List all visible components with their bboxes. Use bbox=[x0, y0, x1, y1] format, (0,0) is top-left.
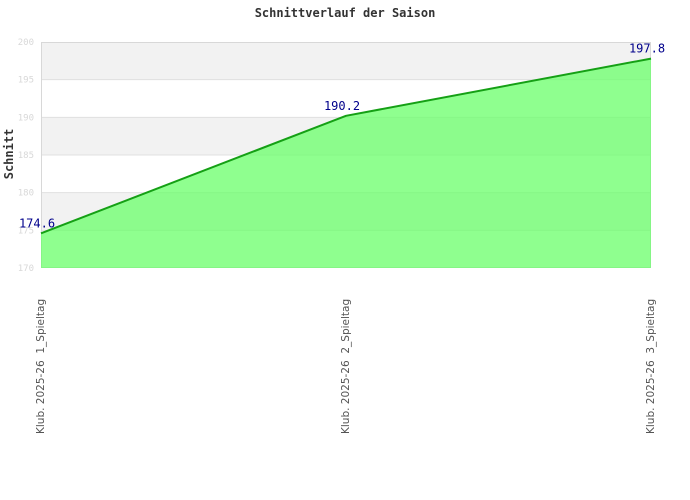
point-value-label: 174.6 bbox=[19, 216, 55, 230]
point-value-label: 190.2 bbox=[324, 99, 360, 113]
point-value-label: 197.8 bbox=[629, 42, 665, 56]
series-area bbox=[41, 58, 651, 268]
y-tick-label: 185 bbox=[18, 151, 34, 161]
y-tick-label: 170 bbox=[18, 264, 34, 274]
x-category-label: Klub. 2025-26 2_Spieltag bbox=[340, 299, 352, 434]
chart-title: Schnittverlauf der Saison bbox=[255, 6, 436, 20]
y-tick-label: 195 bbox=[18, 76, 34, 86]
x-category-label: Klub. 2025-26 1_Spieltag bbox=[35, 299, 47, 434]
y-axis-title: Schnitt bbox=[2, 129, 16, 180]
y-tick-label: 175 bbox=[18, 226, 34, 236]
y-tick-label: 200 bbox=[18, 38, 34, 48]
plot-area: 200 195 190 185 180 175 170 Klub. 2025-26 1_Spi… bbox=[18, 38, 665, 434]
y-tick-label: 190 bbox=[18, 113, 34, 123]
series-line bbox=[40, 57, 652, 235]
x-category-label: Klub. 2025-26 3_Spieltag bbox=[645, 299, 657, 434]
y-tick-label: 180 bbox=[18, 189, 34, 199]
plot-band bbox=[41, 42, 651, 80]
